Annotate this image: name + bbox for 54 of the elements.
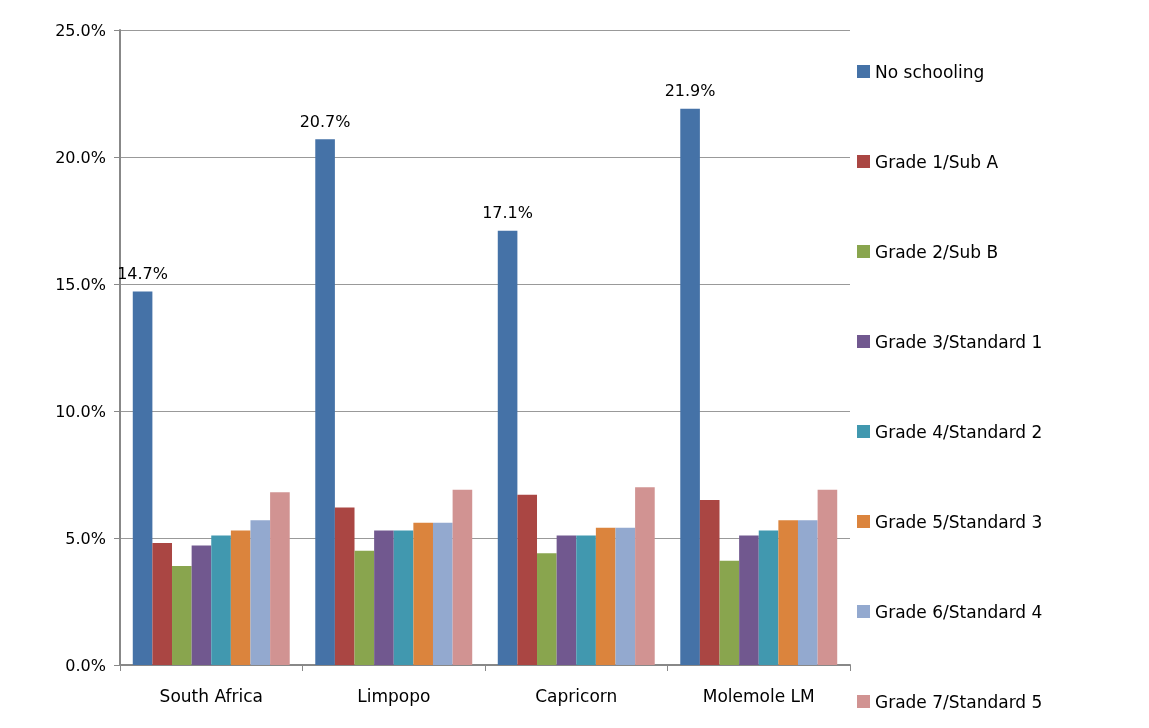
bar (315, 139, 335, 665)
bar (576, 535, 596, 665)
bar (758, 530, 779, 665)
data-label: 20.7% (299, 111, 351, 131)
bar (615, 527, 636, 665)
bar (497, 230, 518, 665)
bar (270, 492, 290, 665)
data-label: 17.1% (482, 203, 533, 223)
bar (452, 489, 473, 665)
bar (595, 527, 616, 665)
bar (778, 520, 798, 665)
bar (817, 489, 838, 665)
bar (374, 530, 394, 665)
y-tick-label: 15.0% (55, 274, 106, 294)
bar (797, 520, 818, 665)
legend-label: Grade 2/Sub B (875, 241, 999, 262)
legend-label: Grade 6/Standard 4 (875, 601, 1043, 622)
bar (393, 530, 414, 665)
legend-label: Grade 3/Standard 1 (875, 331, 1043, 352)
bar (191, 545, 212, 665)
y-tick-label: 5.0% (65, 528, 106, 548)
bar (230, 530, 251, 665)
bar (699, 499, 720, 665)
legend-label: Grade 4/Standard 2 (875, 421, 1043, 442)
x-tick-label: Molemole LM (702, 685, 815, 706)
bar (537, 553, 557, 665)
bar (432, 522, 453, 665)
legend-label: No schooling (875, 61, 985, 82)
bar (556, 535, 577, 665)
bar (517, 494, 538, 665)
legend-label: Grade 1/Sub A (875, 151, 999, 172)
bar (739, 535, 759, 665)
y-tick-label: 10.0% (55, 401, 106, 421)
bar (132, 291, 153, 665)
bar (152, 543, 173, 665)
y-tick-label: 25.0% (55, 20, 106, 40)
bar (354, 550, 375, 665)
bar (413, 522, 433, 665)
y-tick-label: 20.0% (55, 147, 106, 167)
bar (250, 520, 271, 665)
x-tick-label: South Africa (159, 685, 263, 706)
bar (635, 487, 655, 665)
data-label: 21.9% (664, 81, 716, 101)
legend-label: Grade 5/Standard 3 (875, 511, 1043, 532)
bar (680, 108, 700, 665)
bar (172, 565, 192, 665)
y-tick-label: 0.0% (65, 655, 106, 675)
bar (334, 507, 355, 665)
legend-label: Grade 7/Standard 5 (875, 691, 1043, 712)
bar (719, 560, 740, 665)
bar (211, 535, 231, 665)
data-label: 14.7% (117, 264, 168, 284)
x-tick-label: Limpopo (357, 685, 431, 706)
x-tick-label: Capricorn (535, 685, 618, 706)
